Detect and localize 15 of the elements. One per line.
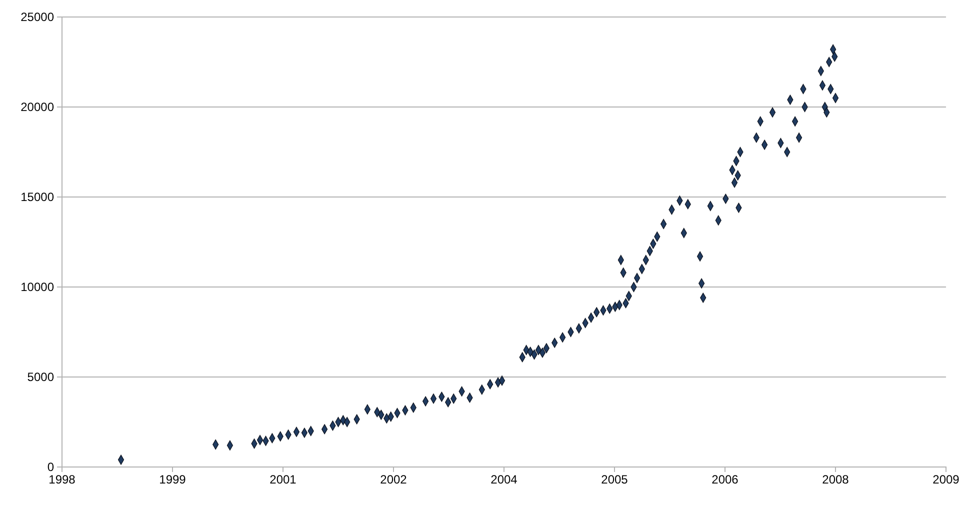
x-tick-label: 2005	[601, 472, 628, 487]
x-tick-label: 1998	[48, 472, 76, 487]
y-tick-label: 20000	[20, 100, 54, 114]
y-tick-label: 15000	[20, 190, 54, 204]
x-tick-label: 1999	[159, 472, 186, 487]
x-tick-label: 2002	[380, 472, 408, 487]
x-tick-label: 2008	[822, 472, 850, 487]
x-tick-label: 2001	[270, 472, 297, 487]
y-tick-label: 0	[47, 460, 54, 474]
x-tick-label: 2004	[490, 472, 518, 487]
x-tick-label: 2009	[932, 472, 960, 487]
y-tick-label: 10000	[20, 280, 54, 294]
x-tick-label: 2006	[712, 472, 739, 487]
y-tick-label: 5000	[27, 370, 54, 384]
y-tick-label: 25000	[20, 10, 54, 24]
